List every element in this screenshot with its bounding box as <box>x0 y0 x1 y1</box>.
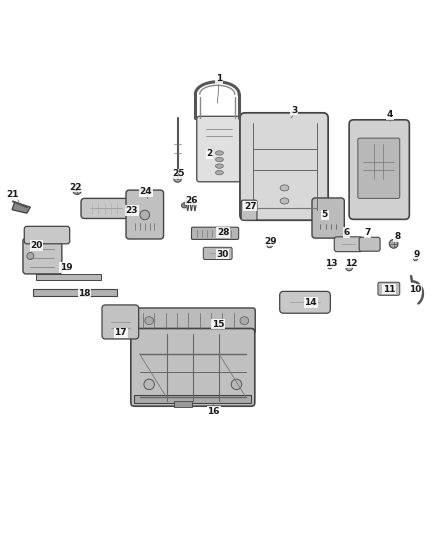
Ellipse shape <box>231 379 242 390</box>
FancyBboxPatch shape <box>102 305 139 339</box>
Ellipse shape <box>267 241 273 248</box>
FancyBboxPatch shape <box>197 116 242 182</box>
Text: 13: 13 <box>325 259 338 268</box>
Ellipse shape <box>27 253 34 260</box>
Text: 25: 25 <box>173 169 185 179</box>
FancyBboxPatch shape <box>24 227 70 244</box>
Text: 16: 16 <box>208 407 220 416</box>
Text: 4: 4 <box>387 110 393 119</box>
Text: 7: 7 <box>364 228 371 237</box>
Bar <box>33 289 117 296</box>
Ellipse shape <box>145 317 153 325</box>
Ellipse shape <box>215 151 223 155</box>
FancyBboxPatch shape <box>191 227 239 239</box>
Text: 29: 29 <box>264 237 277 246</box>
FancyBboxPatch shape <box>23 238 62 274</box>
Ellipse shape <box>215 164 223 168</box>
Text: 12: 12 <box>345 259 357 268</box>
FancyBboxPatch shape <box>280 292 330 313</box>
FancyBboxPatch shape <box>359 237 380 251</box>
Ellipse shape <box>413 256 418 261</box>
FancyBboxPatch shape <box>334 237 362 252</box>
Text: 24: 24 <box>139 187 152 196</box>
FancyBboxPatch shape <box>240 113 328 220</box>
Ellipse shape <box>240 317 249 325</box>
Text: 2: 2 <box>206 149 212 158</box>
Polygon shape <box>12 202 30 213</box>
Ellipse shape <box>280 185 289 191</box>
FancyBboxPatch shape <box>241 200 257 220</box>
Text: 14: 14 <box>304 298 317 307</box>
Ellipse shape <box>215 171 223 175</box>
Text: 8: 8 <box>394 232 400 241</box>
Text: 27: 27 <box>244 202 257 211</box>
Ellipse shape <box>73 185 81 195</box>
Ellipse shape <box>346 264 353 271</box>
FancyBboxPatch shape <box>203 247 232 260</box>
Ellipse shape <box>143 190 150 198</box>
Text: 1: 1 <box>216 74 222 83</box>
Text: 11: 11 <box>383 285 396 294</box>
FancyBboxPatch shape <box>81 198 131 219</box>
Ellipse shape <box>173 174 181 182</box>
FancyBboxPatch shape <box>349 120 410 220</box>
Ellipse shape <box>144 379 154 390</box>
FancyBboxPatch shape <box>378 282 400 295</box>
Ellipse shape <box>389 239 398 248</box>
Ellipse shape <box>280 198 289 204</box>
Bar <box>174 401 192 407</box>
Text: 22: 22 <box>70 182 82 191</box>
Ellipse shape <box>328 264 332 269</box>
Text: 23: 23 <box>125 206 138 215</box>
Text: 10: 10 <box>409 285 422 294</box>
FancyBboxPatch shape <box>134 308 255 333</box>
Text: 28: 28 <box>217 228 230 237</box>
Text: 18: 18 <box>78 289 91 298</box>
Text: 21: 21 <box>7 190 19 199</box>
FancyBboxPatch shape <box>358 138 400 198</box>
Bar <box>36 274 101 280</box>
FancyBboxPatch shape <box>312 198 344 238</box>
Text: 17: 17 <box>114 328 127 337</box>
Text: 26: 26 <box>186 196 198 205</box>
Text: 15: 15 <box>212 320 224 329</box>
Text: 6: 6 <box>343 228 350 237</box>
Text: 3: 3 <box>291 106 297 115</box>
Ellipse shape <box>215 157 223 161</box>
Text: 20: 20 <box>30 241 42 250</box>
Ellipse shape <box>140 210 150 220</box>
Bar <box>134 395 251 403</box>
Text: 19: 19 <box>60 263 73 272</box>
Text: 30: 30 <box>216 250 229 259</box>
FancyBboxPatch shape <box>131 328 255 406</box>
Text: 5: 5 <box>321 211 328 220</box>
Text: 9: 9 <box>413 250 420 259</box>
FancyBboxPatch shape <box>126 190 163 239</box>
Ellipse shape <box>181 203 187 208</box>
